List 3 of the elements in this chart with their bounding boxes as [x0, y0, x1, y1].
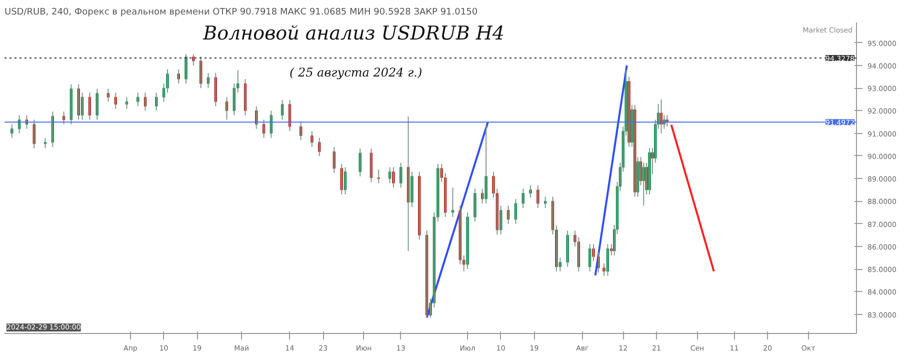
chart-subtitle: USD/RUB, 240, Форекс в реальном времени ОТКР 90.7918 МАКС 91.0685 МИН 90.5928 ЗАКР 91.0150	[4, 8, 478, 18]
chart-title: Волновой анализ USDRUB H4	[202, 22, 505, 44]
annotation: ( 25 августа 2024 г.)	[289, 66, 422, 80]
